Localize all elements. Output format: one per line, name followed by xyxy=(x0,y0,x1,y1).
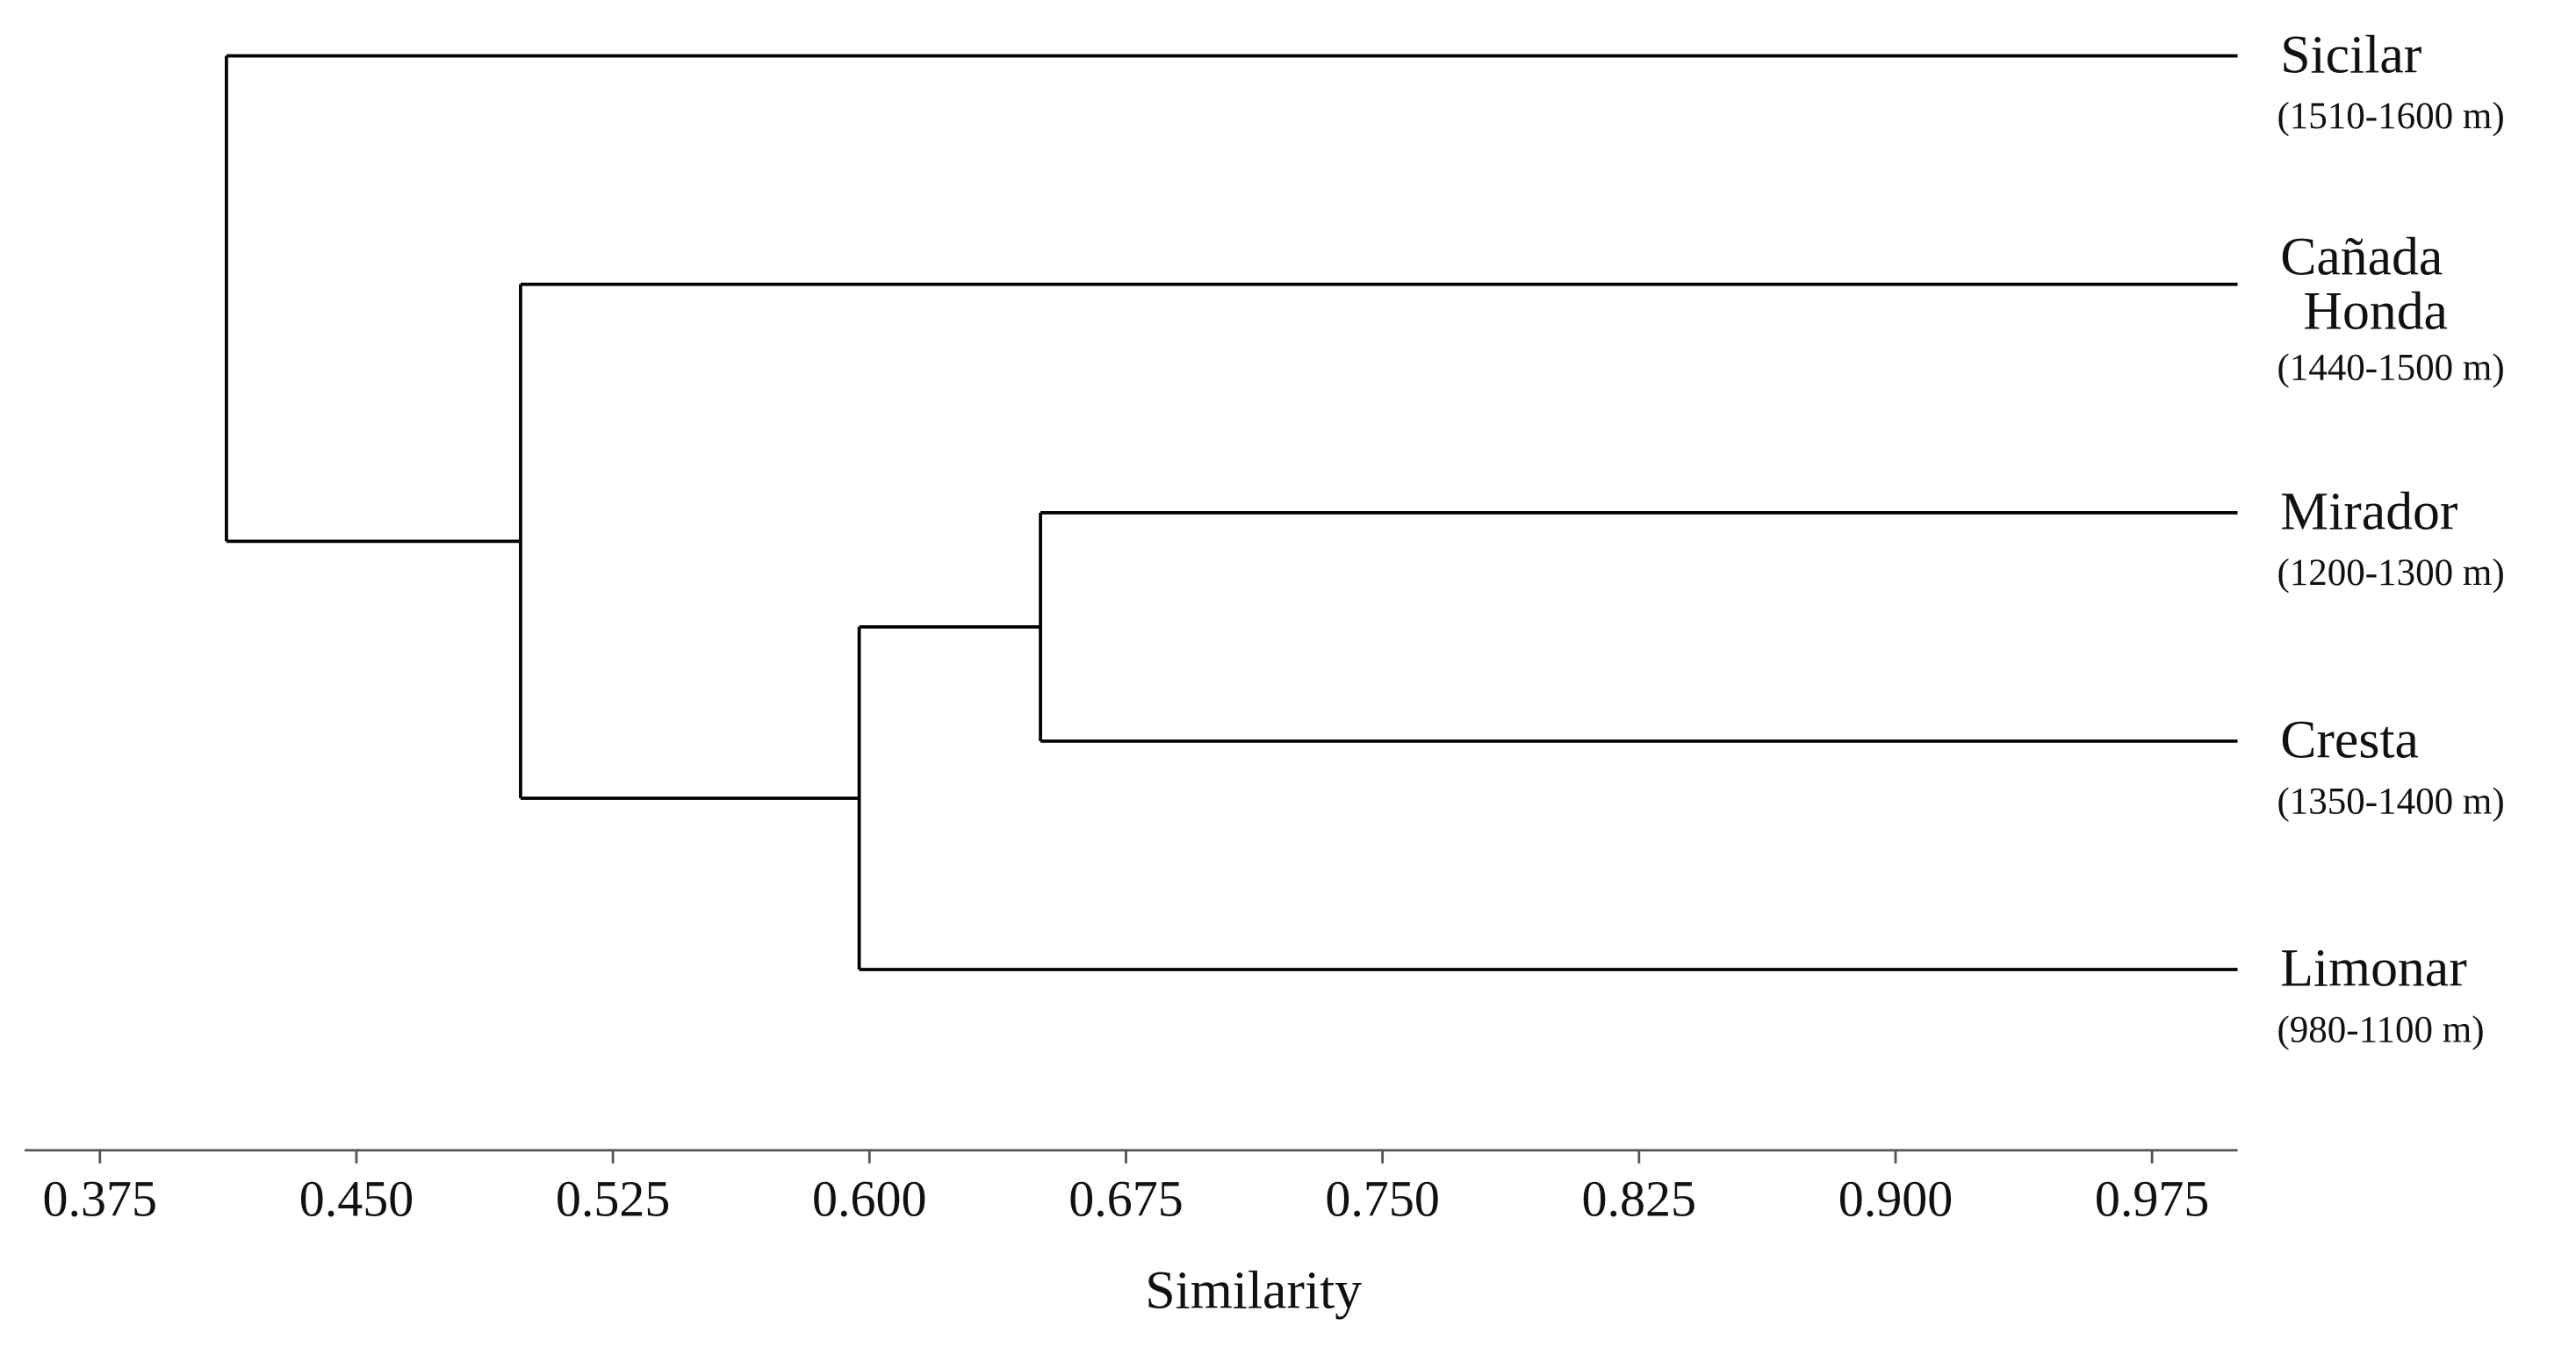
leaf-subtitle: (1350-1400 m) xyxy=(2277,781,2504,822)
x-tick-label: 0.525 xyxy=(556,1171,671,1228)
leaf-label: Mirador xyxy=(2280,482,2458,542)
x-tick-label: 0.975 xyxy=(2095,1171,2209,1228)
x-tick-label: 0.375 xyxy=(43,1171,158,1228)
x-tick-label: 0.450 xyxy=(299,1171,414,1228)
leaf-subtitle: (1200-1300 m) xyxy=(2277,552,2504,594)
leaf-subtitle: (1440-1500 m) xyxy=(2277,347,2504,388)
x-tick-label: 0.600 xyxy=(812,1171,926,1228)
leaf-subtitle: (980-1100 m) xyxy=(2277,1009,2484,1050)
x-tick-label: 0.675 xyxy=(1069,1171,1184,1228)
leaf-subtitle: (1510-1600 m) xyxy=(2277,96,2504,137)
leaf-label: Cañada Honda xyxy=(2280,227,2457,342)
x-tick-label: 0.900 xyxy=(1838,1171,1954,1228)
leaf-label: Sicilar xyxy=(2280,25,2422,84)
leaf-label: Limonar xyxy=(2280,939,2467,998)
x-axis-label: Similarity xyxy=(1145,1260,1362,1320)
x-tick-label: 0.825 xyxy=(1582,1171,1697,1228)
x-tick-label: 0.750 xyxy=(1325,1171,1439,1228)
leaf-label: Cresta xyxy=(2280,710,2419,770)
